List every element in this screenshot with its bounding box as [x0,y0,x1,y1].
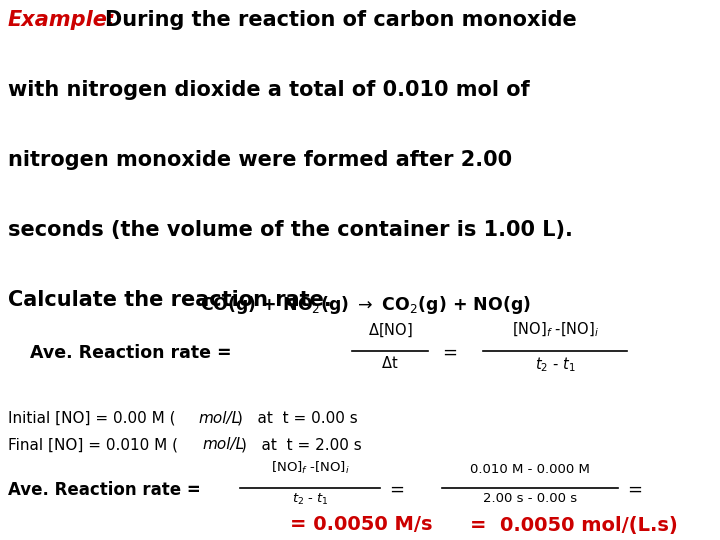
Text: nitrogen monoxide were formed after 2.00: nitrogen monoxide were formed after 2.00 [8,150,512,170]
Text: )   at  t = 2.00 s: ) at t = 2.00 s [241,437,361,453]
Text: Ave. Reaction rate =: Ave. Reaction rate = [30,344,232,362]
Text: seconds (the volume of the container is 1.00 L).: seconds (the volume of the container is … [8,220,573,240]
Text: 0.010 M - 0.000 M: 0.010 M - 0.000 M [470,463,590,476]
Text: )   at  t = 0.00 s: ) at t = 0.00 s [237,410,358,426]
Text: $\Delta$t: $\Delta$t [382,355,399,371]
Text: =  0.0050 mol/(L.s): = 0.0050 mol/(L.s) [470,516,678,535]
Text: =: = [443,344,457,362]
Text: 2.00 s - 0.00 s: 2.00 s - 0.00 s [483,492,577,505]
Text: mol/L: mol/L [198,410,240,426]
Text: [NO]$_f$ -[NO]$_i$: [NO]$_f$ -[NO]$_i$ [512,321,598,339]
Text: CO(g) + NO$_2$(g) $\rightarrow$ CO$_2$(g) + NO(g): CO(g) + NO$_2$(g) $\rightarrow$ CO$_2$(g… [200,294,531,316]
Text: Example:: Example: [8,10,116,30]
Text: with nitrogen dioxide a total of 0.010 mol of: with nitrogen dioxide a total of 0.010 m… [8,80,530,100]
Text: [NO]$_f$ -[NO]$_i$: [NO]$_f$ -[NO]$_i$ [271,460,349,476]
Text: Initial [NO] = 0.00 M (: Initial [NO] = 0.00 M ( [8,410,176,426]
Text: Ave. Reaction rate =: Ave. Reaction rate = [8,481,201,499]
Text: $t_2$ - $t_1$: $t_2$ - $t_1$ [535,355,575,374]
Text: During the reaction of carbon monoxide: During the reaction of carbon monoxide [105,10,577,30]
Text: mol/L: mol/L [202,437,244,453]
Text: $\Delta$[NO]: $\Delta$[NO] [368,322,413,339]
Text: =: = [390,481,405,499]
Text: =: = [628,481,642,499]
Text: Calculate the reaction rate.: Calculate the reaction rate. [8,290,332,310]
Text: Final [NO] = 0.010 M (: Final [NO] = 0.010 M ( [8,437,178,453]
Text: = 0.0050 M/s: = 0.0050 M/s [290,516,433,535]
Text: $t_2$ - $t_1$: $t_2$ - $t_1$ [292,492,328,507]
